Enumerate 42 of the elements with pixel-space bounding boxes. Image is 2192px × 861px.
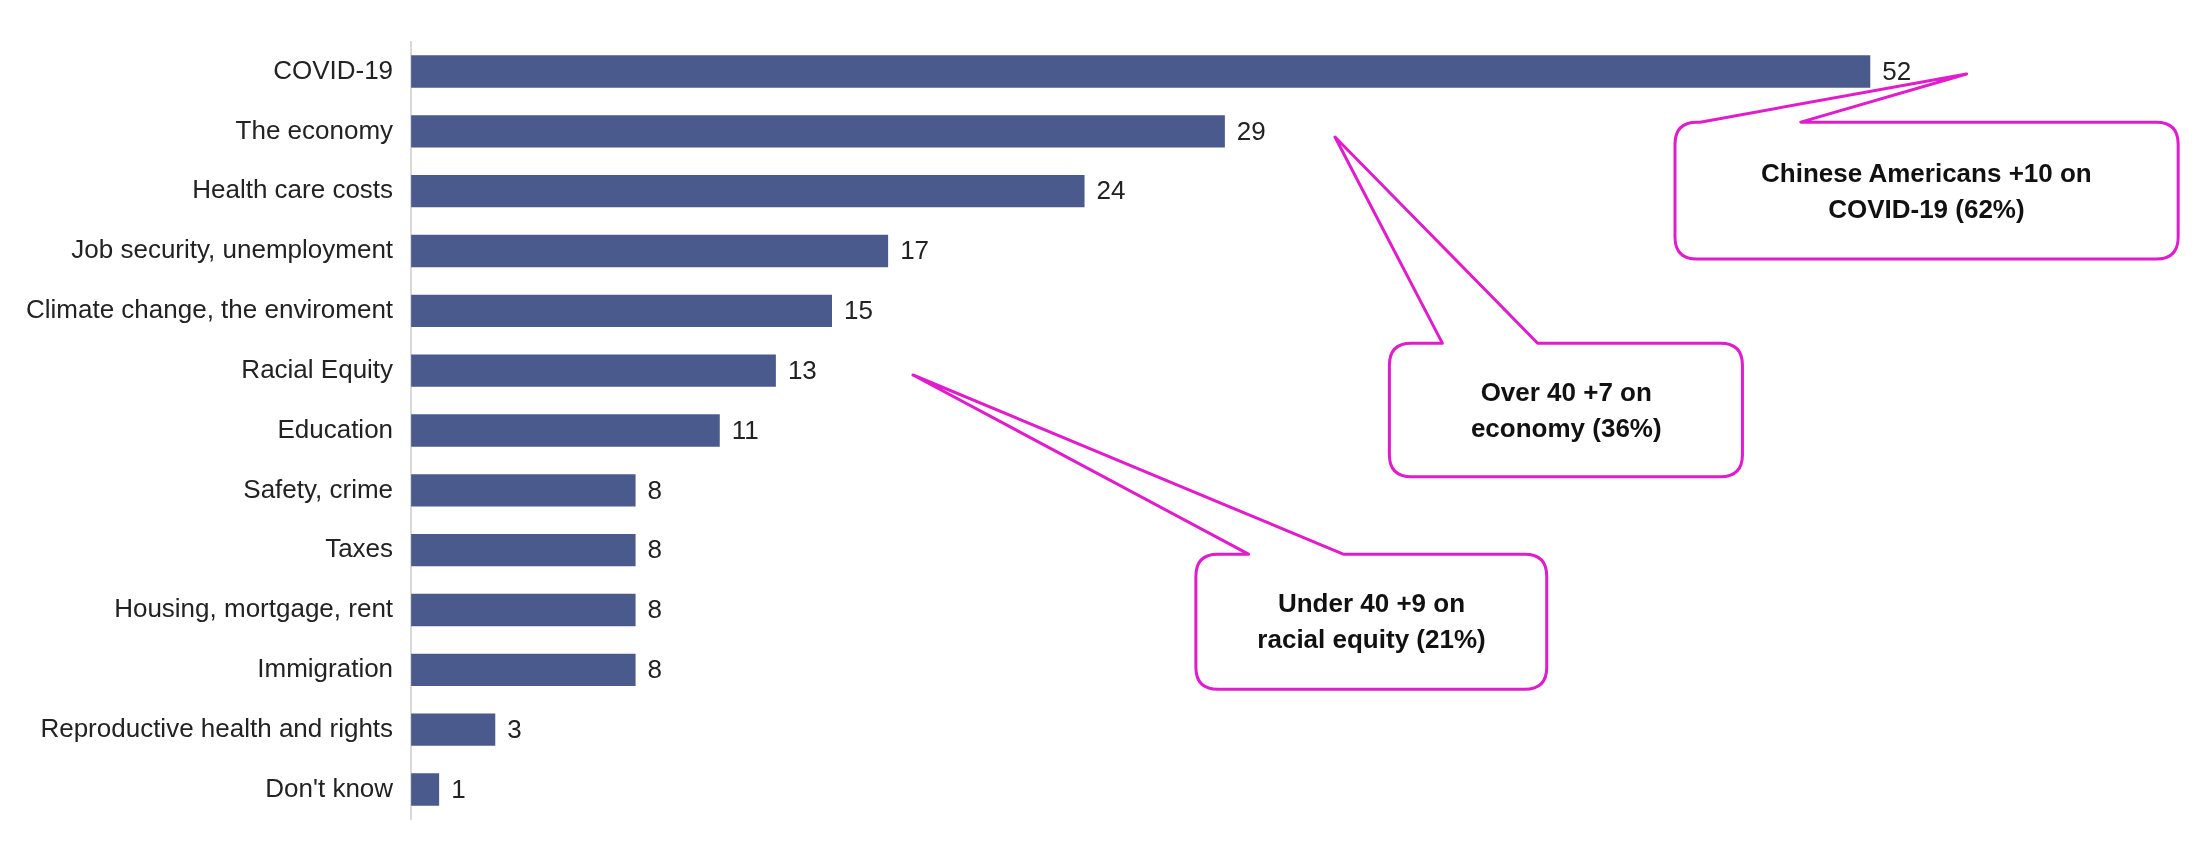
data-label: 1 [451, 773, 466, 804]
data-label: 3 [507, 713, 522, 744]
bar [411, 713, 496, 746]
bar [411, 354, 776, 387]
data-label: 24 [1096, 175, 1126, 206]
annotation: Under 40 +9 on racial equity (21%) [1256, 587, 1487, 657]
data-label: 13 [787, 354, 817, 385]
bar [411, 653, 636, 686]
data-label: 8 [647, 534, 663, 565]
y-tick-label: Taxes [325, 533, 394, 564]
annotation: Over 40 +7 on economy (36%) [1469, 376, 1663, 446]
bar [411, 294, 833, 327]
y-tick-label: Don't know [265, 772, 394, 803]
data-label: 11 [731, 414, 759, 445]
data-label: 8 [647, 653, 663, 684]
bar [411, 55, 1871, 88]
data-label: 8 [647, 594, 663, 625]
y-tick-label: Safety, crime [243, 473, 394, 504]
annotation: Chinese Americans +10 on COVID-19 (62%) [1760, 156, 2093, 226]
data-label: 29 [1236, 115, 1266, 146]
data-label: 15 [844, 295, 873, 326]
bar [411, 175, 1085, 208]
y-tick-label: Health care costs [192, 174, 394, 205]
y-tick-label: Housing, mortgage, rent [114, 593, 394, 624]
bar [411, 115, 1225, 148]
bar [411, 773, 440, 806]
bar [411, 593, 636, 627]
bar [411, 414, 720, 447]
y-tick-label: Reproductive health and rights [40, 712, 394, 743]
y-tick-label: Immigration [257, 652, 394, 683]
y-tick-label: Education [277, 413, 394, 444]
y-tick-label: COVID-19 [273, 54, 394, 85]
bar [411, 474, 636, 507]
data-label: 17 [900, 235, 930, 266]
y-tick-label: Climate change, the enviroment [25, 294, 394, 325]
y-tick-label: Racial Equity [241, 353, 394, 384]
data-label: 52 [1882, 55, 1912, 86]
data-label: 8 [647, 474, 663, 505]
bar [411, 234, 889, 268]
y-tick-label: Job security, unemployment [71, 234, 394, 265]
y-tick-label: The economy [235, 114, 394, 145]
bar [411, 534, 636, 567]
